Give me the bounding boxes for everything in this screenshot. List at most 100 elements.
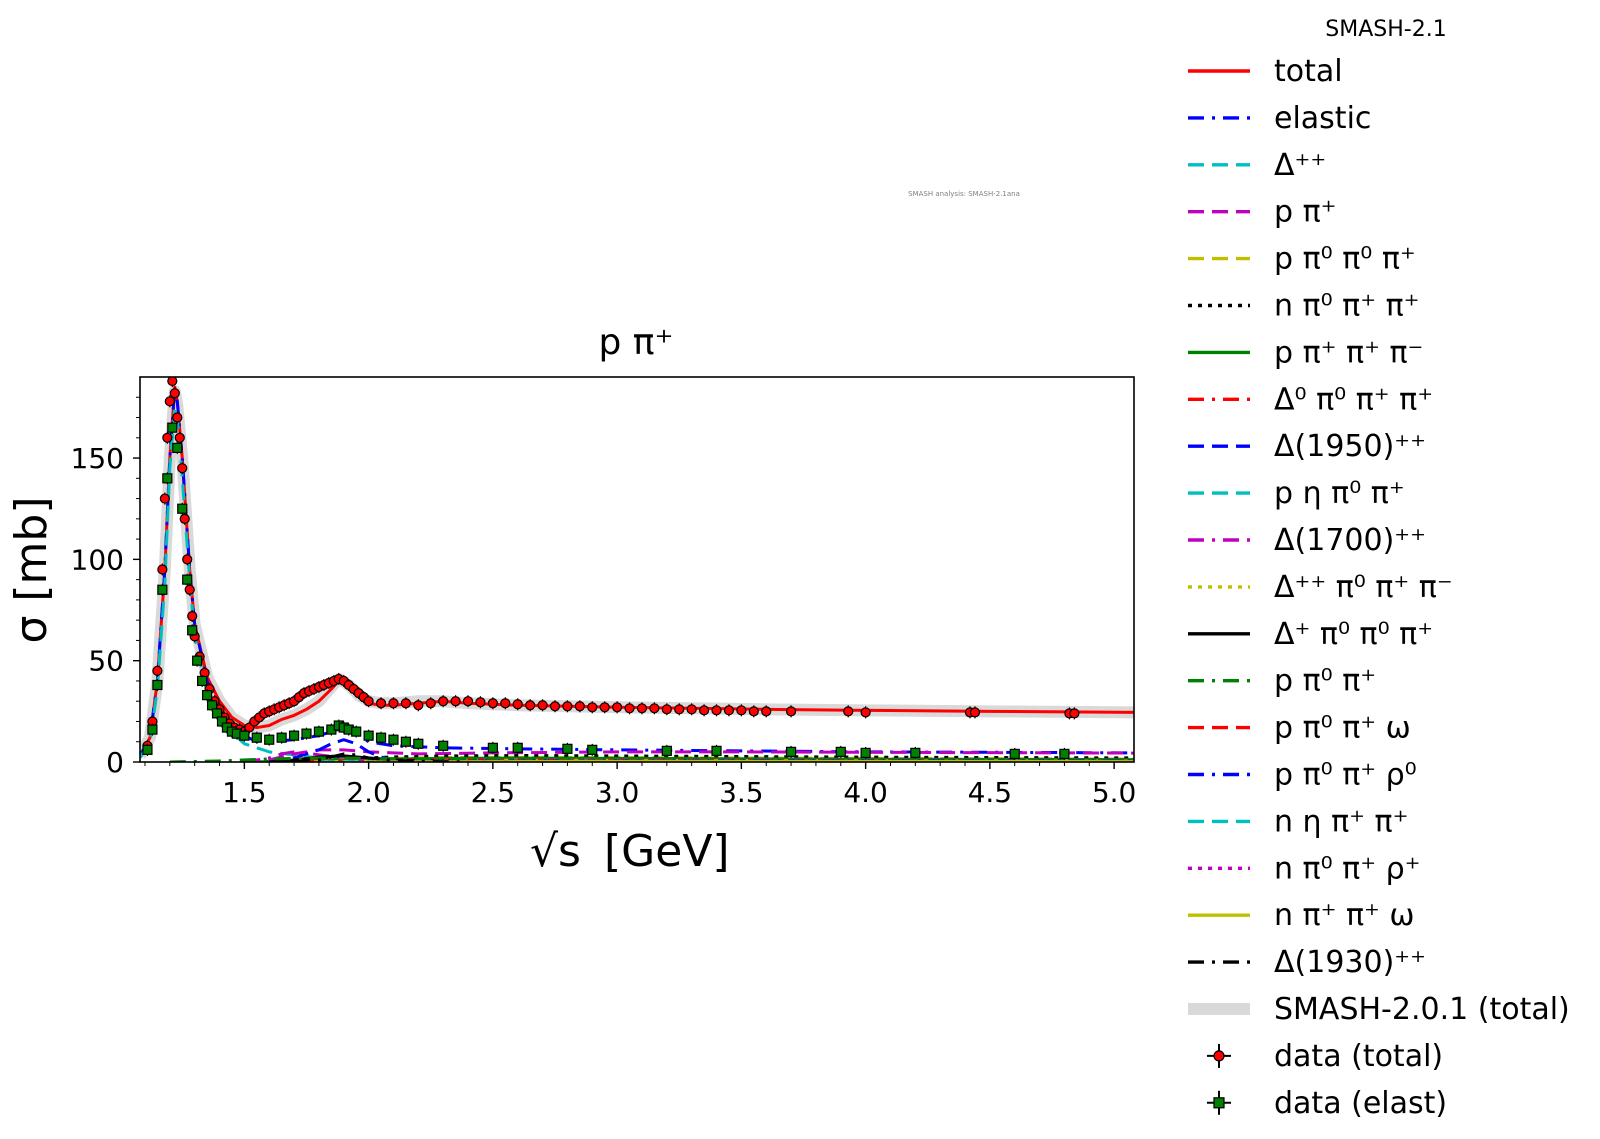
data-point xyxy=(737,706,746,715)
data-point xyxy=(501,699,510,708)
data-point xyxy=(158,585,167,594)
data-point xyxy=(188,612,197,621)
data-point xyxy=(401,737,410,746)
x-tick-label: 5.0 xyxy=(1092,776,1137,809)
data-point xyxy=(749,707,758,716)
legend-item-data-total-21: data (total) xyxy=(1207,1039,1443,1074)
legend-item-elastic-1: elastic xyxy=(1188,101,1371,136)
data-point xyxy=(153,666,162,675)
data-point xyxy=(712,706,721,715)
x-axis-label: √s [GeV] xyxy=(530,826,730,877)
data-series-data-total xyxy=(143,375,1079,752)
legend-title: SMASH-2.1 xyxy=(1325,17,1446,42)
data-point xyxy=(352,727,361,736)
data-point xyxy=(203,691,212,700)
data-point xyxy=(188,626,197,635)
x-tick-label: 3.5 xyxy=(719,776,764,809)
data-point xyxy=(426,699,435,708)
y-axis-label: σ [mb] xyxy=(6,497,57,644)
legend-item-p-3: p π⁺ xyxy=(1188,195,1336,230)
legend-item-n-18: n π⁺ π⁺ ω xyxy=(1188,898,1415,933)
data-point xyxy=(185,585,194,594)
data-point xyxy=(970,708,979,717)
legend-label: Δ⁺ π⁰ π⁰ π⁺ xyxy=(1274,617,1433,652)
legend-item-1950-8: Δ(1950)⁺⁺ xyxy=(1188,429,1426,464)
legend-item-p-14: p π⁰ π⁺ ω xyxy=(1188,711,1411,746)
data-point xyxy=(302,729,311,738)
data-point xyxy=(687,705,696,714)
data-point xyxy=(451,697,460,706)
data-point xyxy=(861,708,870,717)
data-point xyxy=(1010,749,1019,758)
data-point xyxy=(401,699,410,708)
data-point xyxy=(158,565,167,574)
data-point xyxy=(143,745,152,754)
data-point xyxy=(160,494,169,503)
x-axis-label-text: [GeV] xyxy=(604,826,730,877)
legend-marker xyxy=(1214,1098,1224,1108)
data-point xyxy=(488,699,497,708)
data-point xyxy=(650,704,659,713)
x-tick-label: 2.0 xyxy=(346,776,391,809)
data-point xyxy=(163,433,172,442)
data-point xyxy=(364,731,373,740)
data-point xyxy=(265,735,274,744)
data-point xyxy=(439,697,448,706)
y-tick-label: 150 xyxy=(71,442,124,475)
data-point xyxy=(588,745,597,754)
legend-item-series-2: Δ⁺⁺ xyxy=(1188,148,1326,183)
data-point xyxy=(389,735,398,744)
x-tick-label: 1.5 xyxy=(222,776,267,809)
data-point xyxy=(314,727,323,736)
legend-item-p-6: p π⁺ π⁺ π⁻ xyxy=(1188,335,1423,370)
data-point xyxy=(193,656,202,665)
legend-item-total-0: total xyxy=(1188,54,1343,89)
y-tick-label: 100 xyxy=(71,543,124,576)
legend-label: p η π⁰ π⁺ xyxy=(1274,476,1405,511)
data-point xyxy=(787,747,796,756)
legend-label: p π⁰ π⁺ xyxy=(1274,664,1376,699)
legend-item-1700-10: Δ(1700)⁺⁺ xyxy=(1188,523,1426,558)
legend-item-n-16: n η π⁺ π⁺ xyxy=(1188,804,1408,839)
data-point xyxy=(563,744,572,753)
y-tick-label: 50 xyxy=(88,645,124,678)
legend-label: data (total) xyxy=(1274,1039,1443,1074)
y-tick-label: 0 xyxy=(106,746,124,779)
legend-item-p-9: p η π⁰ π⁺ xyxy=(1188,476,1405,511)
x-tick-label: 2.5 xyxy=(471,776,516,809)
legend-item-series-11: Δ⁺⁺ π⁰ π⁺ π⁻ xyxy=(1188,570,1453,605)
data-point xyxy=(861,748,870,757)
data-point xyxy=(911,748,920,757)
data-point xyxy=(153,681,162,690)
legend-item-smash-2-0-1-total-20: SMASH-2.0.1 (total) xyxy=(1188,992,1570,1027)
legend-label: SMASH-2.0.1 (total) xyxy=(1274,992,1570,1027)
legend-label: p π⁺ π⁺ π⁻ xyxy=(1274,335,1423,370)
data-point xyxy=(575,702,584,711)
data-point xyxy=(550,702,559,711)
data-point xyxy=(389,699,398,708)
legend-label: n η π⁺ π⁺ xyxy=(1274,804,1408,839)
x-tick-label: 4.5 xyxy=(968,776,1013,809)
data-point xyxy=(1060,749,1069,758)
legend-item-1930-19: Δ(1930)⁺⁺ xyxy=(1188,945,1426,980)
data-point xyxy=(165,397,174,406)
data-point xyxy=(724,706,733,715)
data-point xyxy=(377,733,386,742)
data-point xyxy=(588,703,597,712)
legend-item-n-5: n π⁰ π⁺ π⁺ xyxy=(1188,289,1420,324)
data-point xyxy=(377,699,386,708)
legend-item-p-13: p π⁰ π⁺ xyxy=(1188,664,1376,699)
data-point xyxy=(180,514,189,523)
legend-item-p-4: p π⁰ π⁰ π⁺ xyxy=(1188,242,1416,277)
watermark: SMASH analysis: SMASH-2.1ana xyxy=(908,190,1020,198)
legend-item-data-elast-22: data (elast) xyxy=(1207,1086,1447,1121)
data-point xyxy=(178,464,187,473)
legend-label: p π⁰ π⁰ π⁺ xyxy=(1274,242,1416,277)
data-point xyxy=(173,443,182,452)
data-point xyxy=(488,743,497,752)
data-point xyxy=(240,731,249,740)
data-point xyxy=(183,555,192,564)
data-point xyxy=(662,705,671,714)
data-point xyxy=(414,701,423,710)
